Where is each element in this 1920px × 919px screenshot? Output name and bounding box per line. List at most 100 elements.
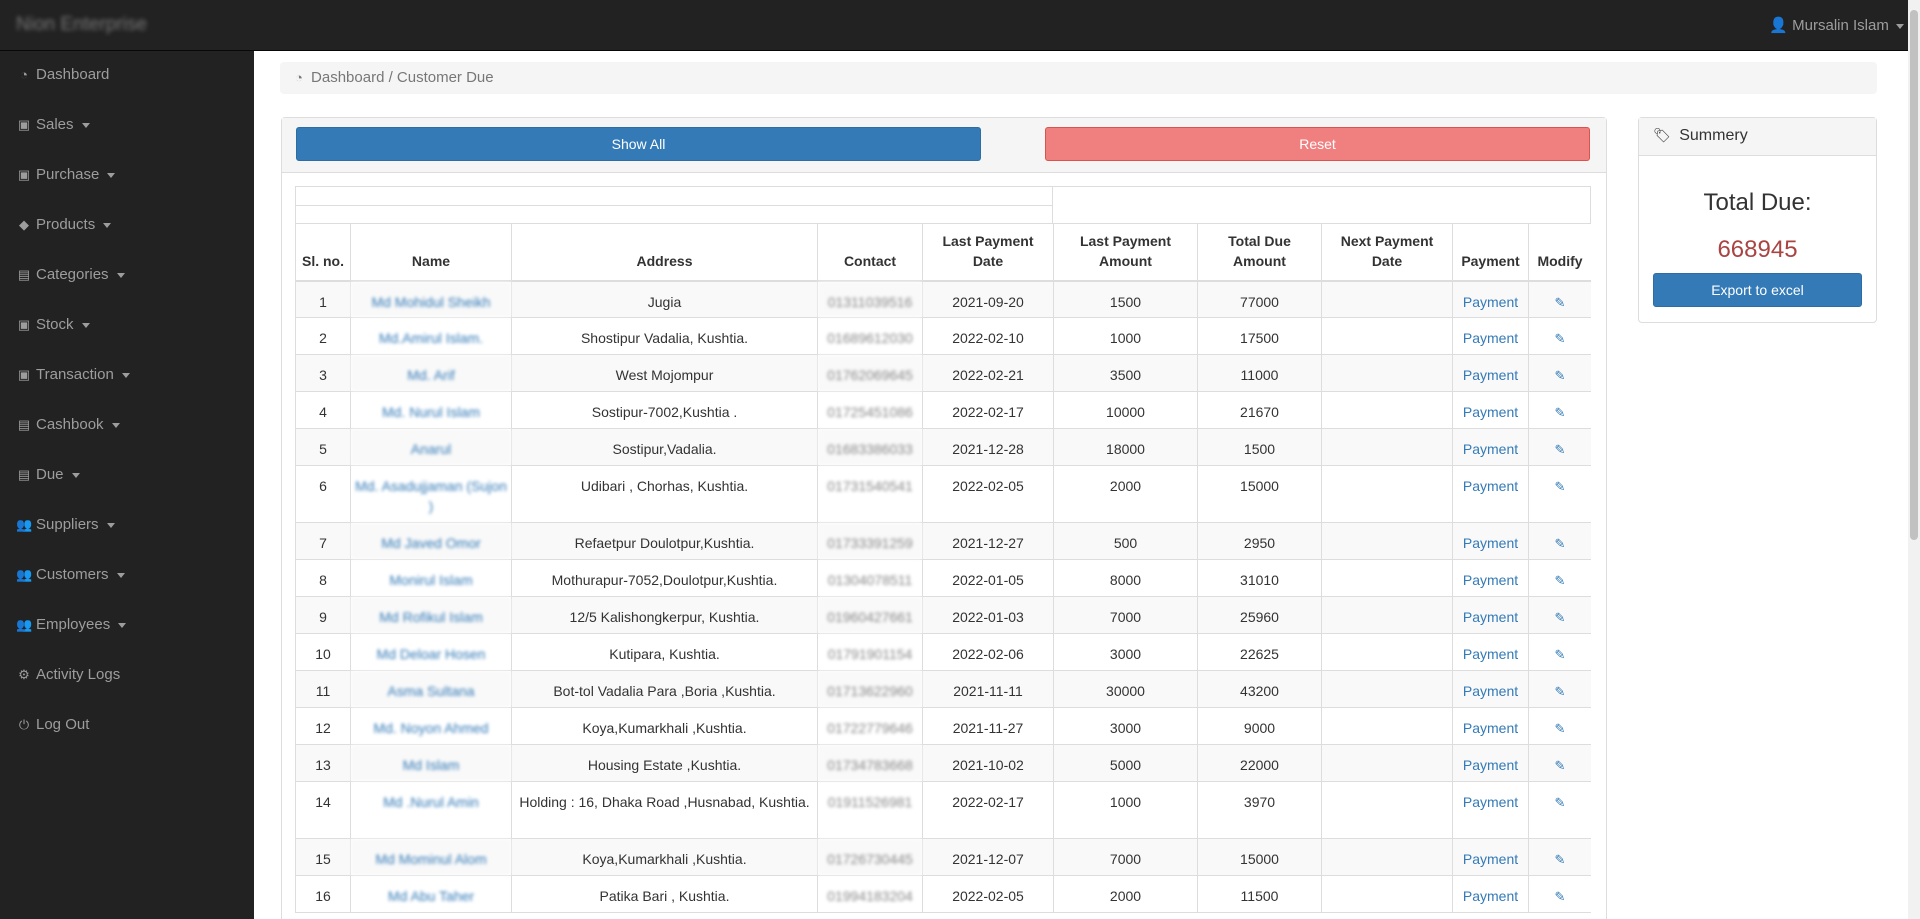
customer-name-link[interactable]: Anarul — [350, 428, 512, 466]
pencil-icon[interactable]: ✎ — [1554, 294, 1566, 310]
customer-name-link[interactable]: Md. Noyon Ahmed — [350, 707, 512, 745]
payment-link[interactable]: Payment — [1452, 633, 1529, 671]
contact-cell: 01726730445 — [817, 838, 923, 876]
address-cell: Housing Estate ,Kushtia. — [511, 744, 818, 782]
last-payment-date-cell: 2022-02-06 — [922, 633, 1054, 671]
payment-link[interactable]: Payment — [1452, 317, 1529, 355]
last-payment-amount-cell: 1000 — [1053, 781, 1198, 839]
sidebar-item-label: Products — [36, 216, 96, 233]
customer-name-link[interactable]: Md Mohidul Sheikh — [350, 280, 512, 318]
payment-link[interactable]: Payment — [1452, 838, 1529, 876]
sidebar-item-due[interactable]: ▤ Due — [16, 460, 80, 490]
sl-cell: 14 — [295, 781, 351, 839]
pencil-icon[interactable]: ✎ — [1554, 684, 1566, 699]
pencil-icon[interactable]: ✎ — [1554, 368, 1566, 383]
sidebar-item-purchase[interactable]: ▣ Purchase — [16, 160, 116, 190]
total-due-cell: 2950 — [1197, 522, 1322, 560]
customer-name-link[interactable]: Md Islam — [350, 744, 512, 782]
address-cell: Jugia — [511, 280, 818, 318]
table-row: 7 Md Javed Omor Refaetpur Doulotpur,Kushti… — [295, 522, 1591, 560]
customer-name-link[interactable]: Md Abu Taher — [350, 875, 512, 913]
next-payment-date-cell — [1321, 391, 1453, 429]
customer-name-link[interactable]: Monirul Islam — [350, 559, 512, 597]
pencil-icon[interactable]: ✎ — [1554, 442, 1566, 457]
last-payment-date-cell: 2022-02-05 — [922, 875, 1054, 913]
sidebar-item-label: Activity Logs — [36, 666, 121, 683]
sidebar-item-sales[interactable]: ▣ Sales — [16, 110, 90, 140]
show-all-button[interactable]: Show All — [296, 127, 981, 161]
last-payment-amount-cell: 5000 — [1053, 744, 1198, 782]
payment-link[interactable]: Payment — [1452, 744, 1529, 782]
sidebar-item-employees[interactable]: 👥 Employees — [16, 610, 127, 640]
pencil-icon[interactable]: ✎ — [1554, 610, 1566, 625]
pencil-icon[interactable]: ✎ — [1554, 758, 1566, 773]
customer-name-link[interactable]: Md.Amirul Islam. — [350, 317, 512, 355]
sidebar-item-products[interactable]: ◆ Products — [16, 210, 112, 240]
brand-name[interactable]: Nion Enterprise — [16, 14, 147, 35]
contact-cell: 01911526981 — [817, 781, 923, 839]
sidebar-item-transaction[interactable]: ▣ Transaction — [16, 360, 130, 390]
sidebar-item-customers[interactable]: 👥 Customers — [16, 560, 125, 590]
payment-link[interactable]: Payment — [1452, 875, 1529, 913]
total-due-label: Total Due: — [1703, 189, 1812, 216]
sl-cell: 16 — [295, 875, 351, 913]
customer-name-link[interactable]: Md .Nurul Amin — [350, 781, 512, 839]
modify-cell: ✎ — [1528, 875, 1591, 913]
total-due-cell: 15000 — [1197, 838, 1322, 876]
column-header: Last Payment Amount — [1053, 223, 1198, 281]
pencil-icon[interactable]: ✎ — [1554, 889, 1566, 904]
pencil-icon[interactable]: ✎ — [1554, 647, 1566, 662]
address-cell: Udibari , Chorhas, Kushtia. — [511, 465, 818, 523]
export-excel-button[interactable]: Export to excel — [1653, 273, 1862, 307]
customer-name-link[interactable]: Asma Sultana — [350, 670, 512, 708]
pencil-icon[interactable]: ✎ — [1554, 536, 1566, 551]
pencil-icon[interactable]: ✎ — [1554, 573, 1566, 588]
page-scrollbar[interactable] — [1908, 0, 1920, 919]
payment-link[interactable]: Payment — [1452, 354, 1529, 392]
sidebar-item-suppliers[interactable]: 👥 Suppliers — [16, 510, 115, 540]
sl-cell: 10 — [295, 633, 351, 671]
customer-name-link[interactable]: Md. Arif — [350, 354, 512, 392]
chevron-down-icon — [106, 522, 115, 528]
payment-link[interactable]: Payment — [1452, 781, 1529, 839]
customer-name-link[interactable]: Md Rofikul Islam — [350, 596, 512, 634]
payment-link[interactable]: Payment — [1452, 465, 1529, 523]
payment-link[interactable]: Payment — [1452, 707, 1529, 745]
customer-name-link[interactable]: Md Deloar Hosen — [350, 633, 512, 671]
last-payment-date-cell: 2022-02-10 — [922, 317, 1054, 355]
customer-name-link[interactable]: Md Javed Omor — [350, 522, 512, 560]
sidebar-item-label: Customers — [36, 566, 109, 583]
sidebar-item-cashbook[interactable]: ▤ Cashbook — [16, 410, 120, 440]
payment-link[interactable]: Payment — [1452, 596, 1529, 634]
last-payment-amount-cell: 3000 — [1053, 633, 1198, 671]
customer-name-link[interactable]: Md. Asadujjaman (Sujon ) — [350, 465, 512, 523]
payment-link[interactable]: Payment — [1452, 559, 1529, 597]
pencil-icon[interactable]: ✎ — [1554, 852, 1566, 867]
pencil-icon[interactable]: ✎ — [1554, 479, 1566, 494]
payment-link[interactable]: Payment — [1452, 670, 1529, 708]
sidebar-item-stock[interactable]: ▣ Stock — [16, 310, 90, 340]
payment-link[interactable]: Payment — [1452, 280, 1529, 318]
sidebar-item-categories[interactable]: ▤ Categories — [16, 260, 125, 290]
payment-link[interactable]: Payment — [1452, 428, 1529, 466]
last-payment-date-cell: 2022-01-05 — [922, 559, 1054, 597]
pencil-icon[interactable]: ✎ — [1554, 405, 1566, 420]
customer-name-link[interactable]: Md. Nurul Islam — [350, 391, 512, 429]
payment-link[interactable]: Payment — [1452, 391, 1529, 429]
pencil-icon[interactable]: ✎ — [1554, 721, 1566, 736]
sidebar-item-log-out[interactable]: ⏻ Log Out — [16, 710, 90, 740]
pencil-icon[interactable]: ✎ — [1554, 795, 1566, 810]
book-icon: ▤ — [17, 267, 31, 282]
last-payment-amount-cell: 2000 — [1053, 875, 1198, 913]
sidebar-item-dashboard[interactable]: ◔ Dashboard — [16, 60, 109, 90]
table-row: 11 Asma Sultana Bot-tol Vadalia Para ,Bori… — [295, 670, 1591, 708]
total-due-cell: 15000 — [1197, 465, 1322, 523]
payment-link[interactable]: Payment — [1452, 522, 1529, 560]
pencil-icon[interactable]: ✎ — [1554, 331, 1566, 346]
user-menu[interactable]: 👤 Mursalin Islam — [1769, 16, 1904, 34]
scrollbar-thumb[interactable] — [1910, 10, 1918, 540]
sl-cell: 4 — [295, 391, 351, 429]
sidebar-item-activity-logs[interactable]: ⚙ Activity Logs — [16, 660, 120, 690]
customer-name-link[interactable]: Md Mominul Alom — [350, 838, 512, 876]
reset-button[interactable]: Reset — [1045, 127, 1590, 161]
